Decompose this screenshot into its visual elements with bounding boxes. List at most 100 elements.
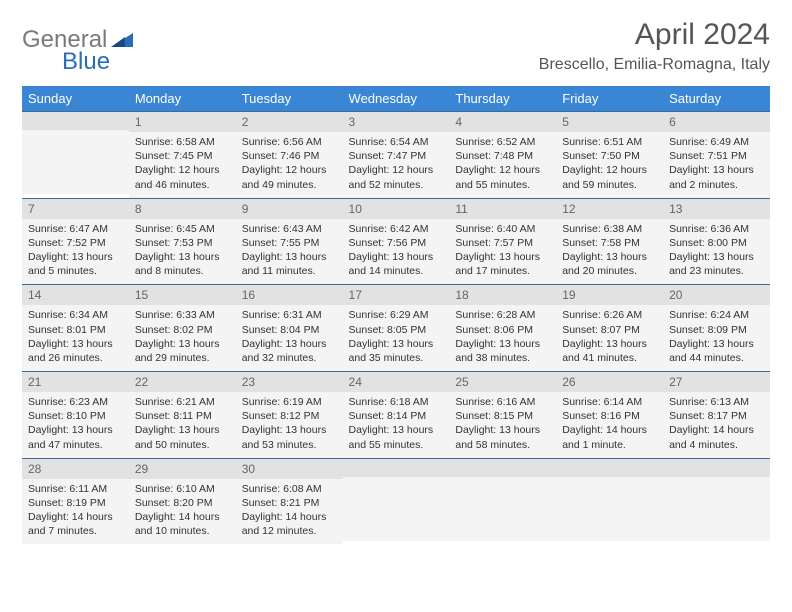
day-line: Sunset: 7:56 PM xyxy=(349,236,444,250)
month-title: April 2024 xyxy=(539,18,770,52)
day-details: Sunrise: 6:40 AMSunset: 7:57 PMDaylight:… xyxy=(449,219,556,285)
day-line: Sunrise: 6:47 AM xyxy=(28,222,123,236)
day-line: Sunrise: 6:31 AM xyxy=(242,308,337,322)
weekday-header: Tuesday xyxy=(236,86,343,112)
calendar-cell: 20Sunrise: 6:24 AMSunset: 8:09 PMDayligh… xyxy=(663,285,770,372)
day-details: Sunrise: 6:14 AMSunset: 8:16 PMDaylight:… xyxy=(556,392,663,458)
day-line: Sunrise: 6:49 AM xyxy=(669,135,764,149)
day-line: and 17 minutes. xyxy=(455,264,550,278)
day-line: and 11 minutes. xyxy=(242,264,337,278)
day-line: Daylight: 14 hours xyxy=(562,423,657,437)
day-details: Sunrise: 6:19 AMSunset: 8:12 PMDaylight:… xyxy=(236,392,343,458)
day-number: 19 xyxy=(556,285,663,305)
day-line: Sunset: 8:04 PM xyxy=(242,323,337,337)
weekday-header: Thursday xyxy=(449,86,556,112)
day-line: Sunrise: 6:24 AM xyxy=(669,308,764,322)
day-line: and 59 minutes. xyxy=(562,178,657,192)
day-line: Sunrise: 6:56 AM xyxy=(242,135,337,149)
calendar-cell xyxy=(663,458,770,544)
logo-text-2: Blue xyxy=(62,48,110,75)
day-line: Sunset: 8:14 PM xyxy=(349,409,444,423)
day-details: Sunrise: 6:11 AMSunset: 8:19 PMDaylight:… xyxy=(22,479,129,545)
day-line: Daylight: 13 hours xyxy=(455,250,550,264)
day-details: Sunrise: 6:43 AMSunset: 7:55 PMDaylight:… xyxy=(236,219,343,285)
day-number: 15 xyxy=(129,285,236,305)
calendar-cell xyxy=(343,458,450,544)
calendar-cell: 17Sunrise: 6:29 AMSunset: 8:05 PMDayligh… xyxy=(343,285,450,372)
calendar-cell: 9Sunrise: 6:43 AMSunset: 7:55 PMDaylight… xyxy=(236,198,343,285)
calendar-table: Sunday Monday Tuesday Wednesday Thursday… xyxy=(22,86,770,544)
day-number: 25 xyxy=(449,372,556,392)
day-details: Sunrise: 6:47 AMSunset: 7:52 PMDaylight:… xyxy=(22,219,129,285)
day-details: Sunrise: 6:23 AMSunset: 8:10 PMDaylight:… xyxy=(22,392,129,458)
day-line: Daylight: 13 hours xyxy=(242,250,337,264)
day-line: and 58 minutes. xyxy=(455,438,550,452)
day-line: and 1 minute. xyxy=(562,438,657,452)
calendar-cell: 22Sunrise: 6:21 AMSunset: 8:11 PMDayligh… xyxy=(129,372,236,459)
day-line: Sunrise: 6:18 AM xyxy=(349,395,444,409)
day-line: Daylight: 13 hours xyxy=(669,163,764,177)
calendar-cell: 29Sunrise: 6:10 AMSunset: 8:20 PMDayligh… xyxy=(129,458,236,544)
day-line: and 44 minutes. xyxy=(669,351,764,365)
day-line: Sunset: 8:21 PM xyxy=(242,496,337,510)
day-line: Sunrise: 6:23 AM xyxy=(28,395,123,409)
calendar-cell: 30Sunrise: 6:08 AMSunset: 8:21 PMDayligh… xyxy=(236,458,343,544)
day-line: Sunset: 8:02 PM xyxy=(135,323,230,337)
day-line: Sunrise: 6:08 AM xyxy=(242,482,337,496)
day-details: Sunrise: 6:34 AMSunset: 8:01 PMDaylight:… xyxy=(22,305,129,371)
day-number: 16 xyxy=(236,285,343,305)
day-number: 4 xyxy=(449,112,556,132)
day-number: 30 xyxy=(236,459,343,479)
day-line: Daylight: 13 hours xyxy=(349,337,444,351)
day-line: Sunset: 7:58 PM xyxy=(562,236,657,250)
empty-day-num xyxy=(556,459,663,477)
day-line: Sunset: 8:09 PM xyxy=(669,323,764,337)
day-line: Daylight: 13 hours xyxy=(562,337,657,351)
day-line: Sunset: 8:00 PM xyxy=(669,236,764,250)
empty-day-num xyxy=(663,459,770,477)
weekday-header-row: Sunday Monday Tuesday Wednesday Thursday… xyxy=(22,86,770,112)
day-line: Sunrise: 6:16 AM xyxy=(455,395,550,409)
empty-day-num xyxy=(22,112,129,130)
day-details: Sunrise: 6:28 AMSunset: 8:06 PMDaylight:… xyxy=(449,305,556,371)
day-number: 1 xyxy=(129,112,236,132)
day-line: Daylight: 13 hours xyxy=(135,250,230,264)
day-line: Sunset: 8:05 PM xyxy=(349,323,444,337)
day-number: 29 xyxy=(129,459,236,479)
day-line: Daylight: 13 hours xyxy=(349,250,444,264)
day-number: 6 xyxy=(663,112,770,132)
location: Brescello, Emilia-Romagna, Italy xyxy=(539,56,770,74)
day-line: and 41 minutes. xyxy=(562,351,657,365)
day-line: and 12 minutes. xyxy=(242,524,337,538)
empty-day-body xyxy=(449,477,556,541)
day-number: 22 xyxy=(129,372,236,392)
day-line: Sunrise: 6:33 AM xyxy=(135,308,230,322)
day-line: Sunrise: 6:13 AM xyxy=(669,395,764,409)
day-details: Sunrise: 6:24 AMSunset: 8:09 PMDaylight:… xyxy=(663,305,770,371)
day-number: 23 xyxy=(236,372,343,392)
day-line: Sunrise: 6:36 AM xyxy=(669,222,764,236)
day-number: 13 xyxy=(663,199,770,219)
day-details: Sunrise: 6:26 AMSunset: 8:07 PMDaylight:… xyxy=(556,305,663,371)
day-line: Sunset: 8:12 PM xyxy=(242,409,337,423)
day-number: 10 xyxy=(343,199,450,219)
day-details: Sunrise: 6:45 AMSunset: 7:53 PMDaylight:… xyxy=(129,219,236,285)
day-number: 14 xyxy=(22,285,129,305)
calendar-cell: 14Sunrise: 6:34 AMSunset: 8:01 PMDayligh… xyxy=(22,285,129,372)
day-number: 27 xyxy=(663,372,770,392)
day-line: Sunset: 7:45 PM xyxy=(135,149,230,163)
calendar-cell: 18Sunrise: 6:28 AMSunset: 8:06 PMDayligh… xyxy=(449,285,556,372)
title-block: April 2024 Brescello, Emilia-Romagna, It… xyxy=(539,18,770,74)
day-line: Daylight: 14 hours xyxy=(669,423,764,437)
weekday-header: Friday xyxy=(556,86,663,112)
day-line: Daylight: 14 hours xyxy=(28,510,123,524)
day-line: Sunrise: 6:26 AM xyxy=(562,308,657,322)
day-details: Sunrise: 6:38 AMSunset: 7:58 PMDaylight:… xyxy=(556,219,663,285)
header: General April 2024 Brescello, Emilia-Rom… xyxy=(22,18,770,74)
empty-day-num xyxy=(449,459,556,477)
day-details: Sunrise: 6:10 AMSunset: 8:20 PMDaylight:… xyxy=(129,479,236,545)
day-line: Sunrise: 6:45 AM xyxy=(135,222,230,236)
day-line: Sunset: 7:47 PM xyxy=(349,149,444,163)
day-line: Daylight: 13 hours xyxy=(669,250,764,264)
day-number: 20 xyxy=(663,285,770,305)
